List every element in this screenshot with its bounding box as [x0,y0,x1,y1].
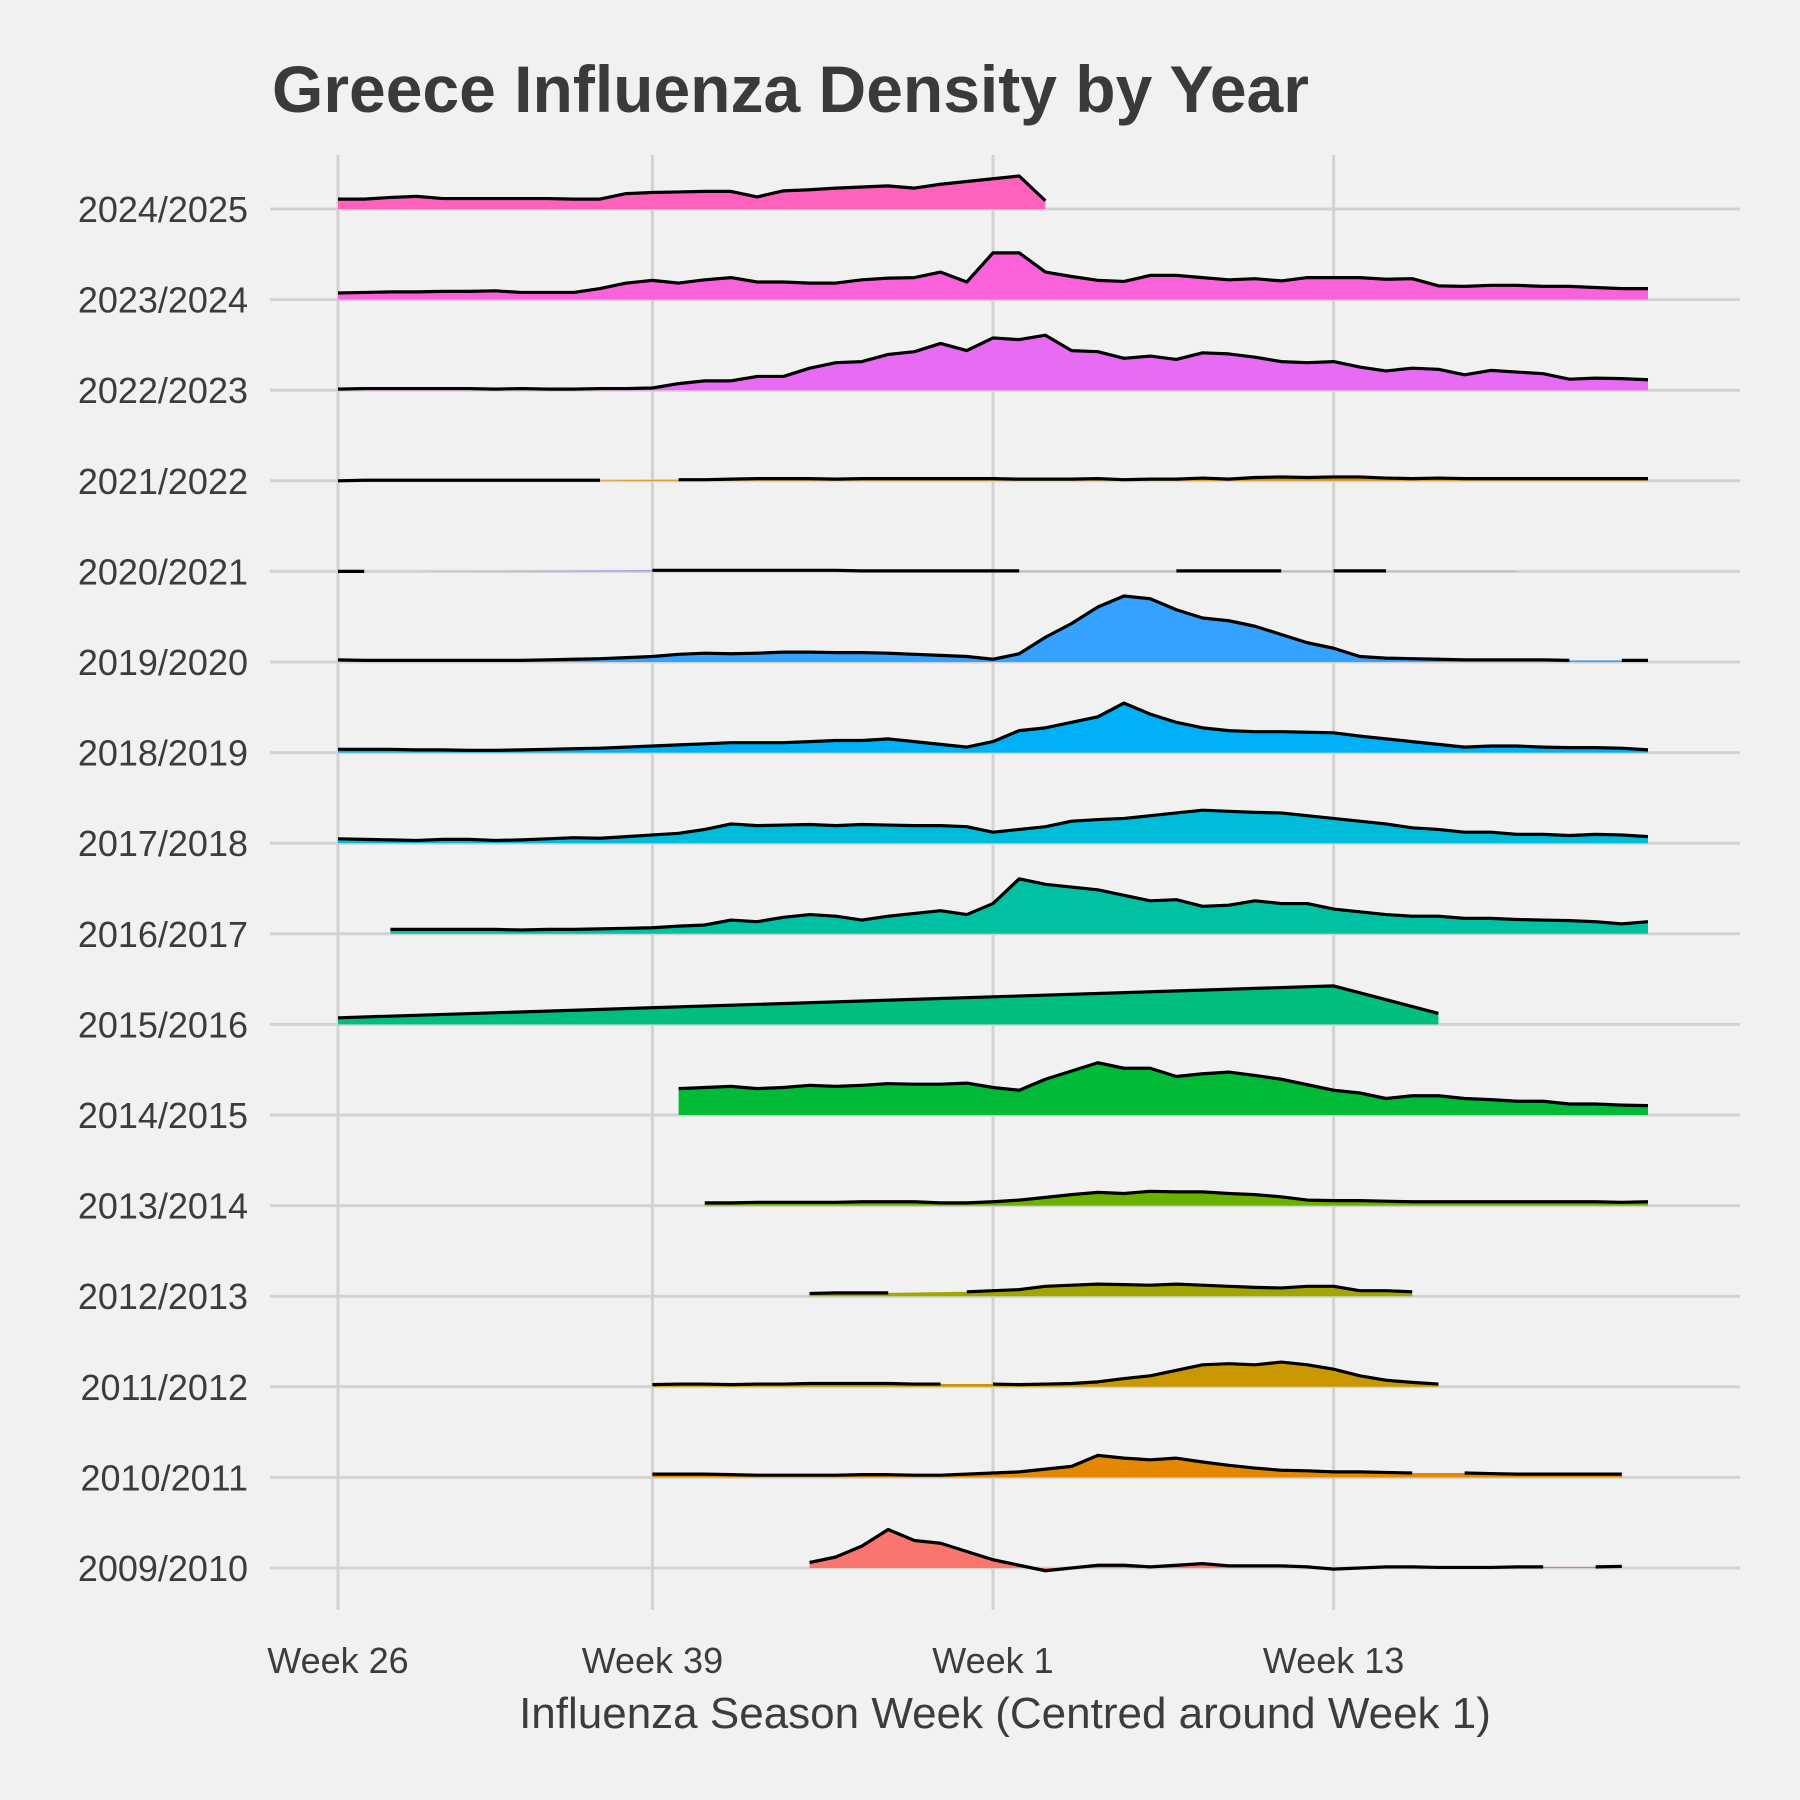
ridge-series [337,475,1648,483]
ridge-series [678,1061,1649,1115]
ridge-series [338,174,1047,209]
ridge-layer [337,174,1649,1573]
ridge-area [338,703,1648,753]
ridge-series [809,1282,1413,1297]
ridge-series [337,984,1439,1025]
ridge-line [337,808,1649,843]
ridge-line [337,478,600,483]
y-tick-label: 2021/2022 [78,461,248,502]
ridge-series [652,1453,1622,1478]
ridge-series [337,251,1648,300]
ridge-area [652,1362,1439,1387]
chart-title: Greece Influenza Density by Year [272,52,1309,126]
y-tick-label: 2017/2018 [78,823,248,864]
ridge-series [338,701,1649,753]
y-tick-label: 2014/2015 [78,1095,248,1136]
ridge-line [338,174,1047,202]
ridge-line [966,1282,1413,1294]
ridge-line [652,1381,941,1387]
x-tick-label: Week 26 [267,1640,408,1681]
ridge-series [652,1360,1439,1387]
y-tick-label: 2015/2016 [78,1004,248,1045]
y-tick-label: 2010/2011 [80,1457,248,1498]
ridge-area [809,1284,1413,1297]
ridge-line [337,251,1648,295]
ridge-series [809,1527,1622,1573]
y-tick-label: 2012/2013 [78,1276,248,1317]
ridge-line [337,594,1570,662]
x-tick-label: Week 39 [582,1640,723,1681]
ridge-series [337,594,1648,662]
ridge-line [652,568,1020,573]
ridge-series [390,877,1649,934]
x-tick-labels: Week 26 Week 39 Week 1 Week 13 [267,1640,1404,1681]
ridge-line [1464,1471,1622,1476]
ridge-series [338,568,1517,573]
ridge-area [338,985,1439,1025]
y-tick-labels: 2009/2010 2010/2011 2011/2012 2012/2013 2013… [78,189,248,1589]
ridge-line [390,877,1649,932]
x-tick-label: Week 1 [932,1640,1053,1681]
ridge-line [337,333,1649,391]
x-tick-label: Week 13 [1263,1640,1404,1681]
ridge-area [678,1062,1648,1115]
x-axis-title: Influenza Season Week (Centred around We… [519,1689,1491,1738]
ridge-line [1595,1564,1622,1569]
ridge-line [809,1527,1544,1573]
ridge-line [338,701,1649,752]
y-tick-label: 2019/2020 [78,642,248,683]
ridge-area [338,335,1648,391]
ridge-line [809,1291,889,1296]
y-tick-label: 2024/2025 [78,189,248,230]
ridge-line [678,475,1648,482]
ridge-area [390,878,1648,934]
ridge-line [337,984,1439,1020]
ridge-series [704,1189,1649,1206]
ridge-series [337,333,1649,391]
ridge-area [809,1529,1622,1571]
ridge-line [678,1061,1649,1108]
ridge-line [992,1360,1439,1387]
y-tick-label: 2011/2012 [80,1367,248,1408]
ridge-line [652,1453,1413,1477]
y-tick-label: 2013/2014 [78,1186,248,1227]
ridge-series [337,808,1649,844]
y-tick-label: 2020/2021 [78,551,248,592]
ridge-line [704,1189,1649,1205]
ridge-area [338,252,1648,300]
y-tick-label: 2016/2017 [78,914,248,955]
y-tick-label: 2023/2024 [78,280,248,321]
y-tick-label: 2018/2019 [78,733,248,774]
y-tick-label: 2022/2023 [78,370,248,411]
ridge-area [652,1455,1622,1478]
y-tick-label: 2009/2010 [78,1548,248,1589]
